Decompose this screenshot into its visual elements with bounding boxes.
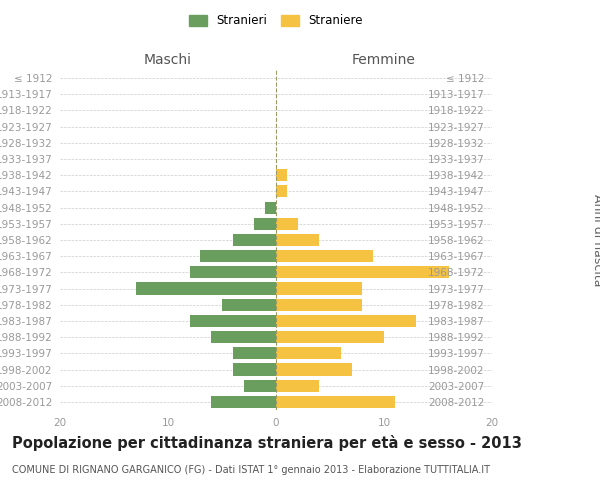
Bar xyxy=(200,250,276,262)
Bar xyxy=(276,364,352,376)
Bar xyxy=(276,380,319,392)
Bar xyxy=(136,282,276,294)
Bar xyxy=(190,315,276,327)
Bar xyxy=(233,348,276,360)
Bar xyxy=(276,348,341,360)
Text: COMUNE DI RIGNANO GARGANICO (FG) - Dati ISTAT 1° gennaio 2013 - Elaborazione TUT: COMUNE DI RIGNANO GARGANICO (FG) - Dati … xyxy=(12,465,490,475)
Bar xyxy=(276,282,362,294)
Bar xyxy=(190,266,276,278)
Bar xyxy=(244,380,276,392)
Bar xyxy=(276,331,384,343)
Bar xyxy=(276,298,362,311)
Text: Anni di nascita: Anni di nascita xyxy=(590,194,600,286)
Bar xyxy=(276,234,319,246)
Bar xyxy=(211,396,276,408)
Bar xyxy=(276,250,373,262)
Bar xyxy=(254,218,276,230)
Bar xyxy=(233,234,276,246)
Bar xyxy=(265,202,276,213)
Bar xyxy=(276,186,287,198)
Bar xyxy=(276,169,287,181)
Legend: Stranieri, Straniere: Stranieri, Straniere xyxy=(185,11,367,31)
Bar xyxy=(276,218,298,230)
Bar xyxy=(211,331,276,343)
Text: Popolazione per cittadinanza straniera per età e sesso - 2013: Popolazione per cittadinanza straniera p… xyxy=(12,435,522,451)
Bar xyxy=(233,364,276,376)
Text: Femmine: Femmine xyxy=(352,53,416,67)
Bar xyxy=(276,315,416,327)
Bar xyxy=(222,298,276,311)
Bar xyxy=(276,266,449,278)
Bar xyxy=(276,396,395,408)
Text: Maschi: Maschi xyxy=(144,53,192,67)
